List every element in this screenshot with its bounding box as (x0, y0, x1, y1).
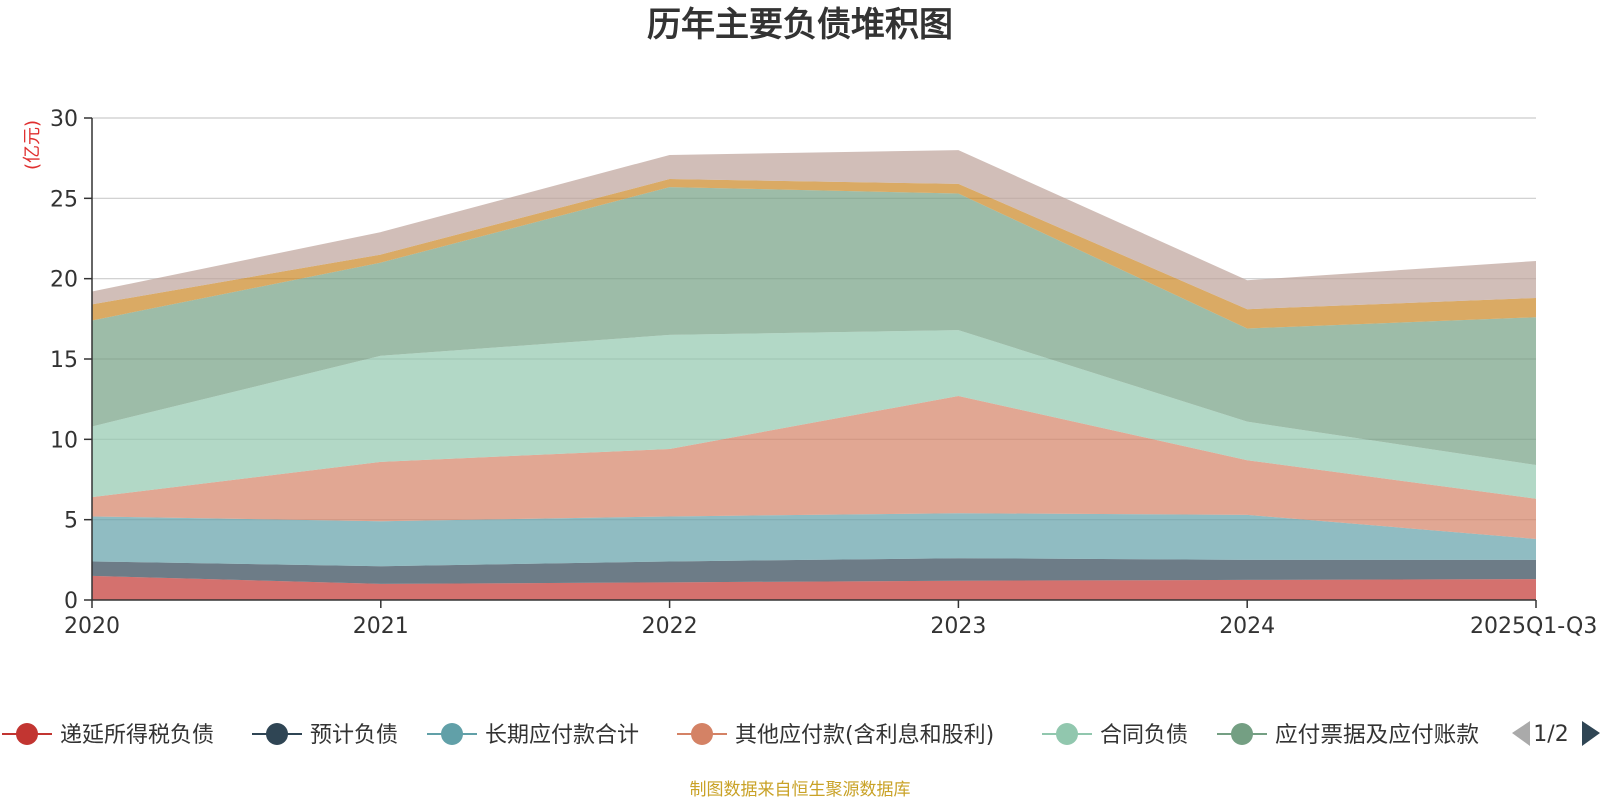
x-tick-label: 2022 (642, 614, 698, 639)
legend-label: 递延所得税负债 (60, 723, 214, 748)
y-tick-label: 25 (50, 187, 78, 212)
legend-marker-icon (16, 723, 38, 745)
legend-item-1[interactable]: 预计负债 (252, 723, 398, 748)
legend-pager: 1/2 (1512, 721, 1600, 747)
y-tick-label: 30 (50, 107, 78, 132)
area-series-2[interactable] (92, 513, 1536, 567)
x-tick-label: 2024 (1219, 614, 1275, 639)
area-series-0[interactable] (92, 575, 1536, 600)
x-tick-label: 2023 (930, 614, 986, 639)
area-series-7[interactable] (92, 150, 1536, 310)
legend-label: 合同负债 (1100, 723, 1188, 748)
legend-item-2[interactable]: 长期应付款合计 (427, 723, 639, 748)
y-tick-label: 15 (50, 348, 78, 373)
x-tick-label: 2021 (353, 614, 409, 639)
area-series-1[interactable] (92, 558, 1536, 584)
legend-item-3[interactable]: 其他应付款(含利息和股利) (677, 723, 994, 748)
source-note: 制图数据来自恒生聚源数据库 (690, 780, 911, 800)
chart-title: 历年主要负债堆积图 (647, 5, 953, 45)
legend-marker-icon (691, 723, 713, 745)
legend-label: 预计负债 (310, 723, 398, 748)
legend-label: 长期应付款合计 (485, 723, 639, 748)
legend-item-4[interactable]: 合同负债 (1042, 723, 1188, 748)
area-series-5[interactable] (92, 187, 1536, 466)
legend-prev-icon[interactable] (1512, 721, 1530, 746)
x-tick-label: 2020 (64, 614, 120, 639)
area-series-4[interactable] (92, 330, 1536, 499)
legend-marker-icon (1231, 723, 1253, 745)
legend-next-icon[interactable] (1582, 721, 1600, 746)
y-tick-label: 5 (64, 509, 78, 534)
y-tick-label: 20 (50, 268, 78, 293)
area-series-3[interactable] (92, 395, 1536, 539)
area-series-layer (92, 150, 1536, 600)
legend-label: 应付票据及应付账款 (1275, 723, 1479, 748)
x-tick-label: 2025Q1-Q3 (1470, 614, 1597, 639)
y-tick-label: 0 (64, 589, 78, 614)
y-tick-label: 10 (50, 428, 78, 453)
axis-ticks: 0 5 10 15 20 25 30 2020 2021 2022 2023 2024 2025Q1-Q… (50, 107, 1597, 639)
legend-item-5[interactable]: 应付票据及应付账款 (1217, 723, 1479, 748)
legend-label: 其他应付款(含利息和股利) (735, 723, 994, 748)
y-axis-unit-label: (亿元) (22, 120, 43, 170)
legend-marker-icon (441, 723, 463, 745)
legend-marker-icon (1056, 723, 1078, 745)
legend-page-indicator: 1/2 (1533, 722, 1568, 747)
legend[interactable]: 递延所得税负债 预计负债 长期应付款合计 其他应付款(含利息和股利) 合同负债 应付票据及… (2, 723, 1479, 748)
area-series-6[interactable] (92, 179, 1536, 329)
legend-marker-icon (266, 723, 288, 745)
legend-item-0[interactable]: 递延所得税负债 (2, 723, 214, 748)
